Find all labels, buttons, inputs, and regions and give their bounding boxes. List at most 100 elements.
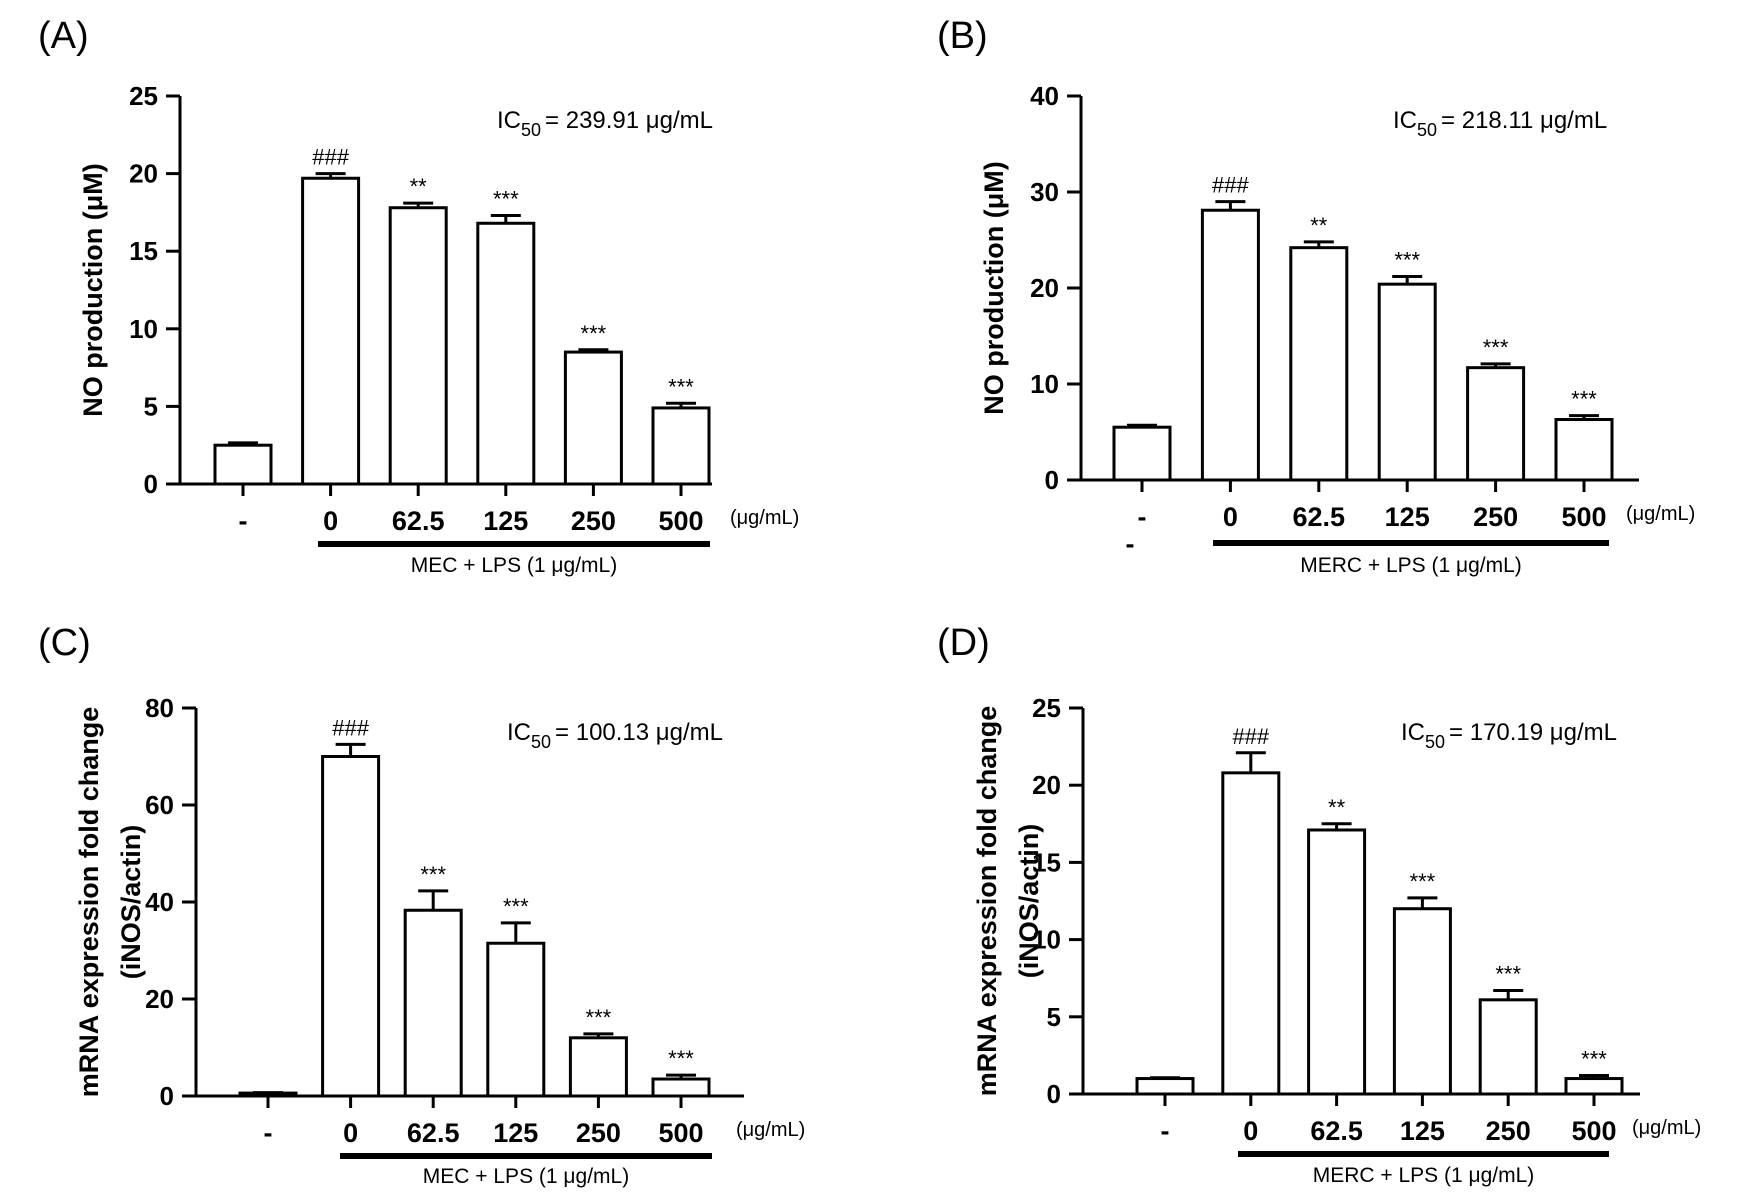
x-tick-label: - — [264, 1118, 273, 1148]
bar-250 — [1466, 366, 1526, 482]
bar-62.5 — [1307, 828, 1367, 1096]
x-tick-label: 125 — [493, 1118, 538, 1148]
panel-A: (A) 0 5 10 15 20 25 - 0 ### 62.5 ** 125 *** 250 *** 500 *… — [38, 15, 799, 577]
panel-label: (A) — [38, 15, 89, 57]
ic50-value: = 170.19 μg/mL — [1449, 719, 1617, 746]
bar-500 — [651, 1077, 711, 1098]
x-tick-label: - — [1161, 1116, 1170, 1146]
y-axis-title: NO production (μM) — [78, 163, 108, 416]
ic50-annotation: IC50 = 218.11 μg/mL — [1393, 107, 1607, 140]
x-tick-label: 500 — [658, 1118, 703, 1148]
treatment-label: MEC + LPS (1 μg/mL) — [423, 1165, 629, 1188]
x-tick-label: 500 — [658, 506, 703, 536]
x-tick-label: - — [1138, 502, 1147, 532]
significance-mark: *** — [493, 187, 519, 212]
y-tick-label: 5 — [1047, 1002, 1061, 1032]
significance-mark: *** — [668, 1046, 694, 1071]
significance-mark: *** — [1483, 335, 1509, 360]
significance-mark: ### — [1232, 724, 1269, 749]
bar-0 — [1221, 771, 1281, 1096]
panel-label: (D) — [937, 622, 990, 664]
significance-mark: ### — [332, 715, 369, 740]
y-axis-title: mRNA expression fold change — [74, 707, 104, 1098]
ic50-subscript: 50 — [531, 732, 551, 752]
panel-B: (B) 0 10 20 30 40 - 0 ### 62.5 ** 125 *** 250 *** 500 **… — [937, 15, 1695, 577]
x-tick-label: 500 — [1561, 502, 1606, 532]
panel-label: (C) — [38, 622, 91, 664]
x-tick-label: - — [239, 506, 248, 536]
x-tick-label: 125 — [483, 506, 528, 536]
panel-C: (C) 0 20 40 60 80 - 0 ### 62.5 *** 125 *** 250 *** 500 *… — [38, 622, 805, 1188]
panel-label: (B) — [937, 15, 988, 57]
significance-mark: *** — [581, 321, 607, 346]
x-tick-label: 250 — [1486, 1116, 1531, 1146]
y-tick-label: 30 — [1030, 177, 1059, 207]
y-axis-title: NO production (μM) — [979, 161, 1009, 414]
significance-mark: ### — [312, 145, 349, 170]
ic50-prefix: IC — [1401, 719, 1425, 746]
x-tick-label: 62.5 — [392, 506, 445, 536]
treatment-label: MEC + LPS (1 μg/mL) — [411, 554, 617, 577]
y-axis-title: mRNA expression fold change — [972, 706, 1002, 1097]
x-tick-label: 62.5 — [407, 1118, 460, 1148]
bar-- — [1112, 425, 1172, 482]
significance-mark: *** — [1410, 869, 1436, 894]
y-tick-label: 0 — [1047, 1079, 1061, 1109]
significance-mark: ### — [1212, 173, 1249, 198]
y-tick-label: 25 — [1032, 693, 1061, 723]
x-tick-label: 250 — [571, 506, 616, 536]
unit-label: (μg/mL) — [730, 507, 799, 529]
y-tick-label: 5 — [144, 391, 158, 421]
y-tick-label: 25 — [129, 81, 158, 111]
y-tick-label: 20 — [145, 984, 174, 1014]
x-tick-label: 62.5 — [1310, 1116, 1363, 1146]
x-tick-label: 125 — [1400, 1116, 1445, 1146]
ic50-subscript: 50 — [1417, 120, 1437, 140]
unit-label: (μg/mL) — [1632, 1117, 1701, 1139]
ic50-annotation: IC50 = 239.91 μg/mL — [497, 107, 713, 140]
y-tick-label: 0 — [160, 1081, 174, 1111]
x-tick-label: 250 — [576, 1118, 621, 1148]
y-tick-label: 10 — [1030, 369, 1059, 399]
x-tick-label: 125 — [1385, 502, 1430, 532]
x-tick-label: 500 — [1571, 1116, 1616, 1146]
y-tick-label: 20 — [1030, 273, 1059, 303]
y-tick-label: 20 — [1032, 770, 1061, 800]
y-axis-subtitle: (iNOS/actin) — [116, 825, 146, 980]
ic50-subscript: 50 — [521, 120, 541, 140]
y-tick-label: 40 — [1030, 81, 1059, 111]
significance-mark: ** — [1328, 795, 1346, 820]
ic50-value: = 239.91 μg/mL — [545, 107, 713, 134]
y-tick-label: 10 — [1032, 925, 1061, 955]
treatment-label: MERC + LPS (1 μg/mL) — [1300, 554, 1522, 577]
extra-label: - — [1126, 529, 1135, 559]
bar-- — [1135, 1077, 1195, 1096]
treatment-label: MERC + LPS (1 μg/mL) — [1313, 1164, 1535, 1187]
bar-250 — [568, 1036, 628, 1098]
bar-- — [213, 443, 273, 486]
y-axis-subtitle: (iNOS/actin) — [1014, 824, 1044, 979]
y-tick-label: 15 — [129, 236, 158, 266]
bar-62.5 — [403, 908, 463, 1098]
significance-mark: ** — [1310, 213, 1328, 238]
ic50-subscript: 50 — [1425, 732, 1445, 752]
y-tick-label: 20 — [129, 159, 158, 189]
ic50-value: = 100.13 μg/mL — [555, 719, 723, 746]
significance-mark: *** — [1571, 387, 1597, 412]
bar-0 — [321, 755, 381, 1098]
ic50-value: = 218.11 μg/mL — [1441, 107, 1607, 134]
y-tick-label: 40 — [145, 887, 174, 917]
bar-500 — [1564, 1077, 1624, 1096]
y-tick-label: 0 — [1045, 465, 1059, 495]
y-tick-label: 15 — [1032, 847, 1061, 877]
y-tick-label: 10 — [129, 314, 158, 344]
ic50-prefix: IC — [507, 719, 531, 746]
y-tick-label: 0 — [144, 469, 158, 499]
significance-mark: *** — [503, 894, 529, 919]
bar-- — [238, 1091, 298, 1098]
x-tick-label: 0 — [323, 506, 338, 536]
bar-500 — [651, 406, 711, 486]
x-tick-label: 250 — [1473, 502, 1518, 532]
bar-125 — [486, 941, 546, 1098]
